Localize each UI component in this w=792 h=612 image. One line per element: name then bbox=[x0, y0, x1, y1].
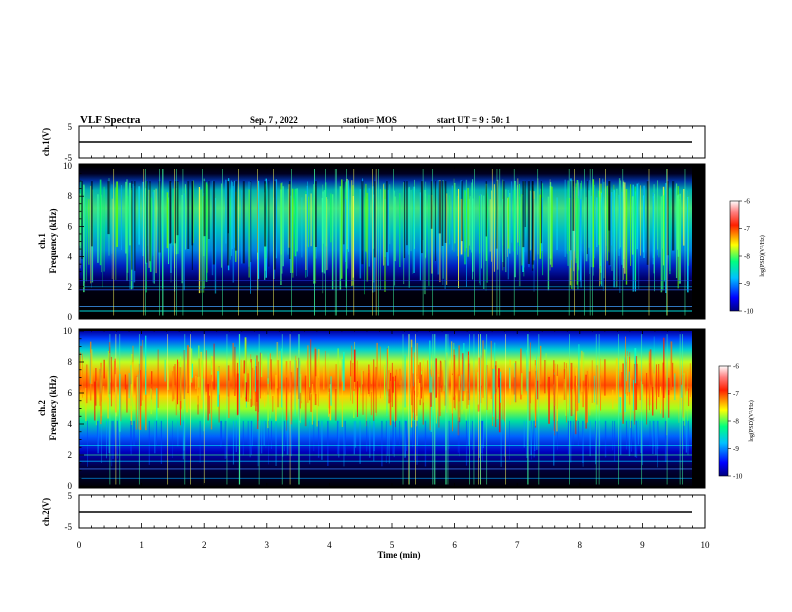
x-tick-label: 10 bbox=[701, 540, 711, 550]
ch1-spectrogram-lines bbox=[79, 169, 692, 316]
ch1-spectrogram-xticks bbox=[78, 164, 706, 319]
y-tick-label: 4 bbox=[68, 252, 73, 262]
ch1-spectrogram-yticks: 0 2 4 6 8 10 bbox=[63, 161, 705, 322]
x-tick-label: 3 bbox=[265, 540, 270, 550]
colorbar-tick-label: -7 bbox=[733, 390, 739, 398]
ch2-spectrogram-channel-label: ch.2 bbox=[37, 400, 47, 416]
ch2-waveform-ylabel: ch.2(V) bbox=[41, 498, 51, 526]
ch2-colorbar-ticks: -6 -7 -8 -9 -10 bbox=[728, 363, 743, 481]
colorbar-tick-label: -10 bbox=[744, 308, 754, 316]
ch2-spectrogram-lines bbox=[79, 334, 692, 485]
x-tick-label: 2 bbox=[202, 540, 207, 550]
ch2-waveform-xticks bbox=[78, 495, 706, 528]
ch2-waveform-ytick-bottom: -5 bbox=[65, 522, 73, 532]
colorbar-tick-label: -6 bbox=[744, 198, 750, 206]
ch2-colorbar: -6 -7 -8 -9 -10 log(PSD)(V²/Hz) bbox=[718, 363, 755, 481]
ch2-colorbar-scale bbox=[718, 365, 729, 477]
ch1-waveform-xticks bbox=[78, 126, 706, 158]
ch1-spectrogram-bursts bbox=[79, 178, 690, 295]
y-tick-label: 8 bbox=[68, 191, 73, 201]
ch1-waveform-ytick-bottom: -5 bbox=[65, 153, 73, 163]
figure-title: VLF Spectra bbox=[80, 114, 141, 126]
x-tick-label: 0 bbox=[77, 540, 82, 550]
ch1-waveform-ytick-top: 5 bbox=[68, 122, 73, 132]
y-tick-label: 0 bbox=[68, 481, 73, 491]
y-tick-label: 6 bbox=[68, 388, 73, 398]
colorbar-tick-label: -8 bbox=[733, 418, 739, 426]
y-tick-label: 2 bbox=[68, 282, 73, 292]
ch1-spectrogram-channel-label: ch.1 bbox=[37, 233, 47, 249]
x-axis-label: Time (min) bbox=[377, 550, 420, 560]
date-label: Sep. 7 , 2022 bbox=[250, 115, 298, 125]
ch1-waveform-panel: 5 -5 ch.1(V) bbox=[41, 122, 706, 163]
y-tick-label: 6 bbox=[68, 221, 73, 231]
x-tick-label: 4 bbox=[327, 540, 332, 550]
colorbar-tick-label: -6 bbox=[733, 363, 739, 371]
colorbar-tick-label: -9 bbox=[744, 280, 750, 288]
y-tick-label: 10 bbox=[63, 161, 73, 171]
ch1-spectrogram-ylabel: Frequency (kHz) bbox=[48, 208, 58, 273]
ch2-colorbar-label: log(PSD)(V²/Hz) bbox=[748, 400, 755, 441]
ch2-waveform-ytick-top: 5 bbox=[68, 491, 73, 501]
ch2-spectrogram-yticks: 0 2 4 6 8 10 bbox=[63, 326, 705, 491]
ch2-spectrogram-ylabel: Frequency (kHz) bbox=[48, 375, 58, 440]
colorbar-tick-label: -7 bbox=[744, 225, 750, 233]
y-tick-label: 2 bbox=[68, 450, 73, 460]
y-tick-label: 0 bbox=[68, 312, 73, 322]
ch1-colorbar-scale bbox=[729, 200, 740, 312]
ch2-spectrogram-panel: 0 2 4 6 8 10 ch.2 Frequency (kHz) bbox=[37, 326, 706, 491]
x-tick-label: 8 bbox=[578, 540, 583, 550]
start-time-label: start UT = 9 : 50: 1 bbox=[437, 115, 510, 125]
colorbar-tick-label: -8 bbox=[744, 253, 750, 261]
ch1-spectrogram-panel: 0 2 4 6 8 10 ch.1 Frequency (kHz) bbox=[37, 161, 706, 322]
y-tick-label: 8 bbox=[68, 357, 73, 367]
ch1-colorbar-label: log(PSD)(V²/Hz) bbox=[759, 235, 766, 276]
ch1-colorbar: -6 -7 -8 -9 -10 log(PSD)(V²/Hz) bbox=[729, 198, 766, 316]
ch2-waveform-panel: 5 -5 ch.2(V) bbox=[41, 491, 706, 532]
x-tick-label: 1 bbox=[139, 540, 144, 550]
ch2-spectrogram-bursts bbox=[79, 335, 691, 468]
y-tick-label: 4 bbox=[68, 419, 73, 429]
colorbar-tick-label: -10 bbox=[733, 473, 743, 481]
x-tick-label: 5 bbox=[390, 540, 395, 550]
ch2-spectrogram-band bbox=[79, 331, 692, 486]
ch1-waveform-ylabel: ch.1(V) bbox=[41, 128, 51, 156]
x-axis-tick-labels: 0 1 2 3 4 5 6 7 8 9 10 bbox=[77, 540, 710, 550]
ch1-colorbar-ticks: -6 -7 -8 -9 -10 bbox=[739, 198, 754, 316]
x-tick-label: 9 bbox=[640, 540, 645, 550]
ch2-spectrogram-xticks bbox=[78, 329, 706, 488]
station-label: station= MOS bbox=[343, 115, 397, 125]
x-tick-label: 6 bbox=[452, 540, 457, 550]
colorbar-tick-label: -9 bbox=[733, 445, 739, 453]
x-tick-label: 7 bbox=[515, 540, 520, 550]
y-tick-label: 10 bbox=[63, 326, 73, 336]
